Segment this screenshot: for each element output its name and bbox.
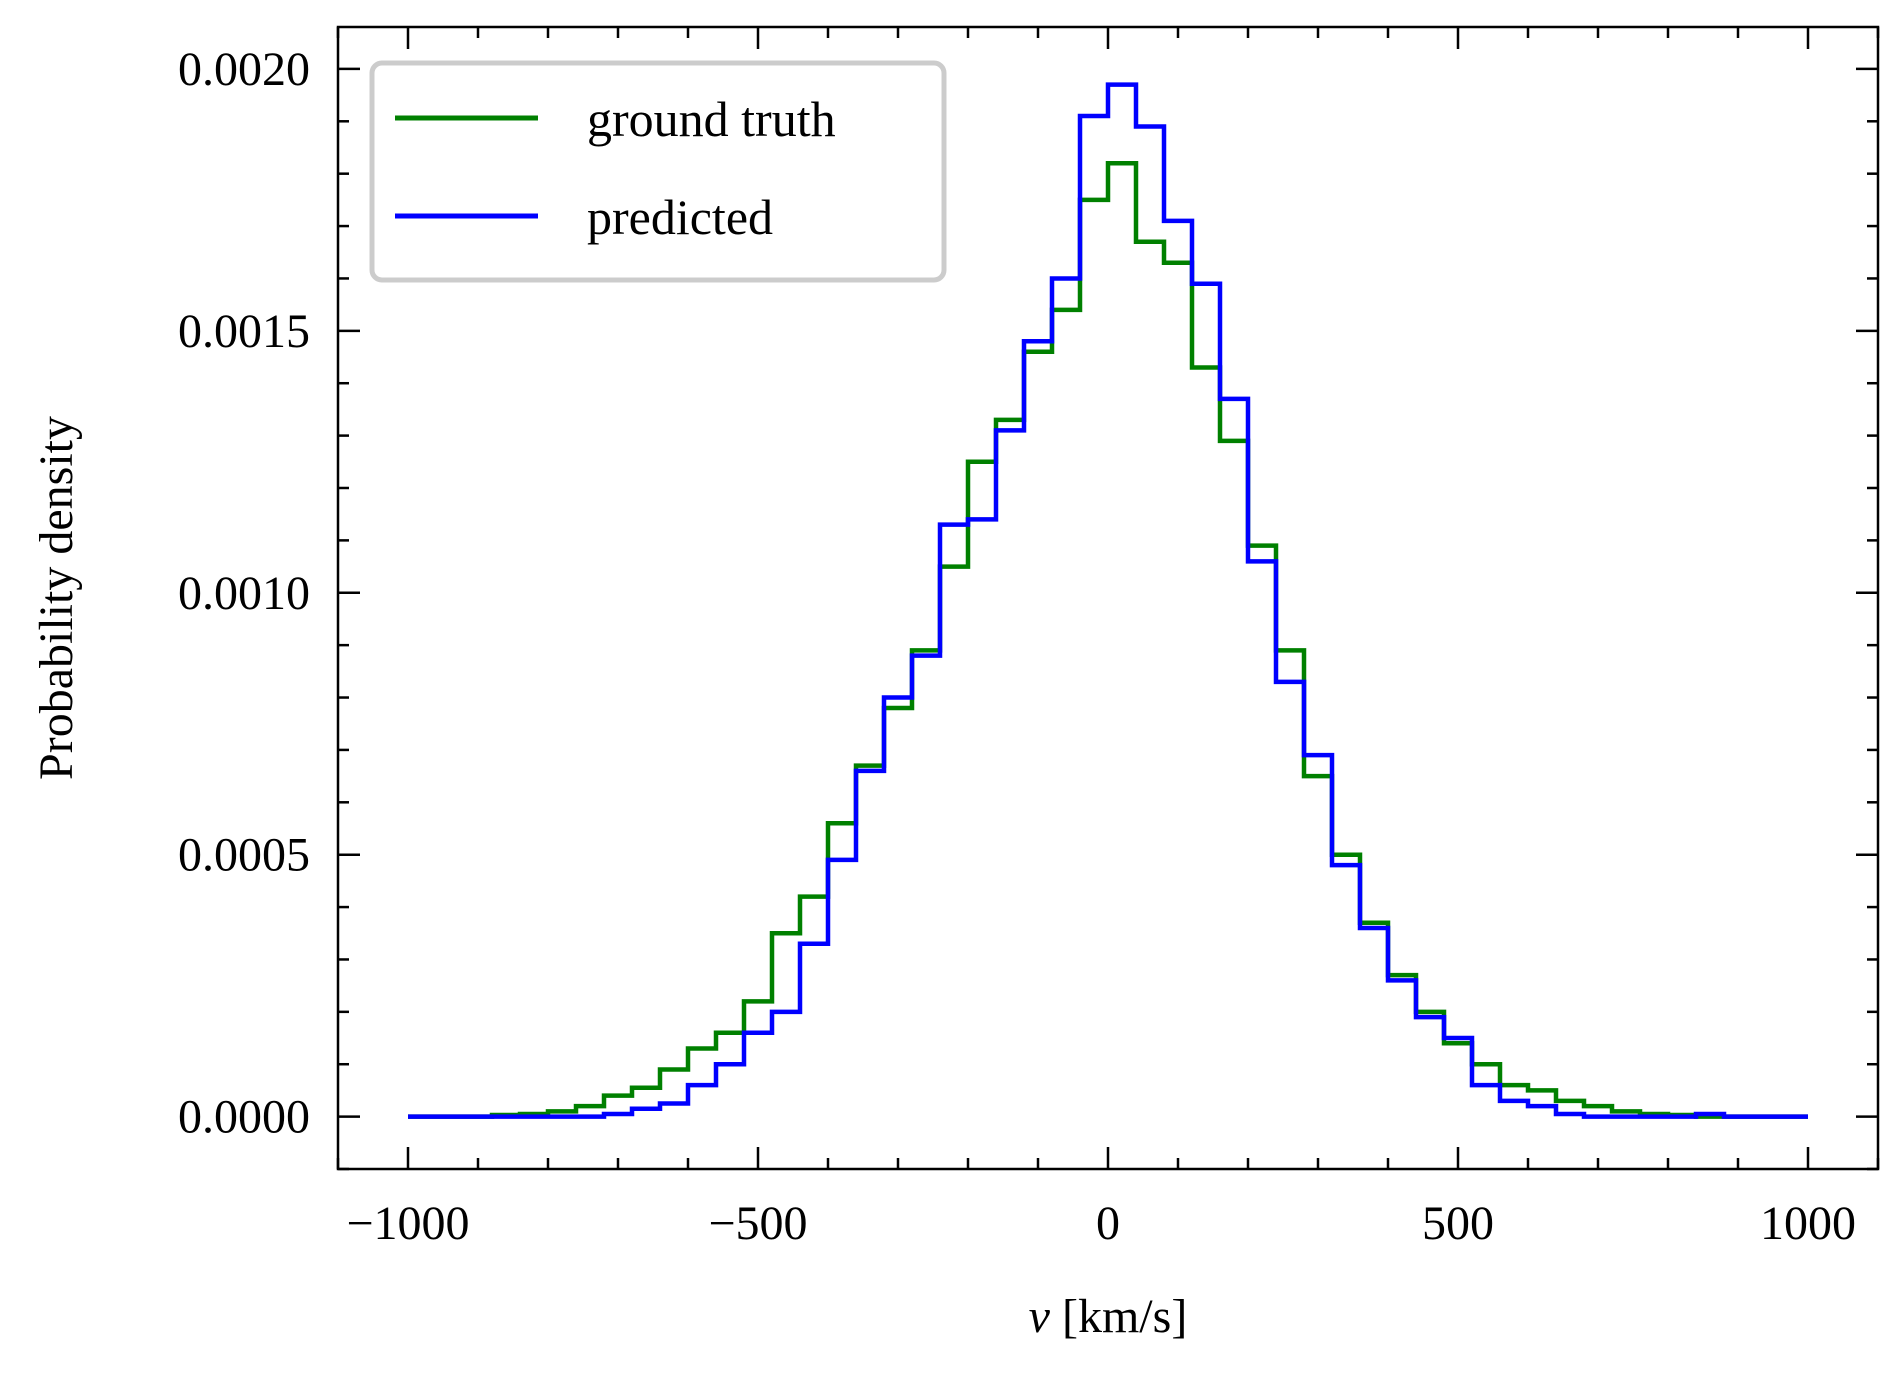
plot-frame (336, 25, 1880, 1171)
x-tick-label: 0 (1096, 1197, 1120, 1250)
legend-label-predicted: predicted (587, 189, 773, 245)
x-axis-title-variable: v (1029, 1290, 1051, 1343)
y-tick-label: 0.0010 (178, 567, 310, 620)
y-tick-label: 0.0005 (178, 829, 310, 882)
series-ground-truth-step-line (408, 160, 1808, 1119)
y-tick-label: 0.0015 (178, 305, 310, 358)
x-tick-label: −500 (708, 1197, 807, 1250)
y-tick-label: 0.0000 (178, 1091, 310, 1144)
x-tick-label: −1000 (346, 1197, 469, 1250)
y-axis-title: Probability density (30, 416, 83, 780)
series-predicted-step-line (408, 82, 1808, 1119)
x-axis-title: v [km/s] (1029, 1290, 1188, 1343)
legend: ground truth predicted (369, 60, 947, 283)
x-axis-title-unit: [km/s] (1050, 1290, 1187, 1343)
x-tick-label: 500 (1422, 1197, 1494, 1250)
y-tick-label: 0.0020 (178, 43, 310, 96)
x-tick-label: 1000 (1760, 1197, 1856, 1250)
legend-label-ground-truth: ground truth (587, 91, 836, 147)
